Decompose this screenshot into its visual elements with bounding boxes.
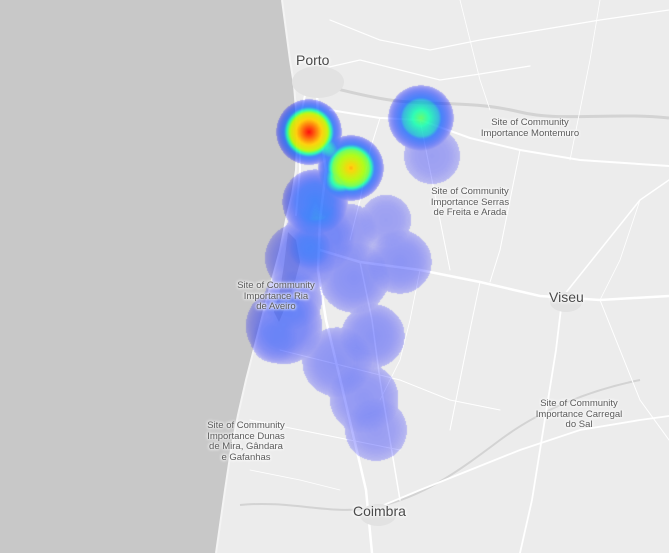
river-mondego [239,379,641,511]
river-douro [295,78,669,120]
sea [0,0,297,553]
